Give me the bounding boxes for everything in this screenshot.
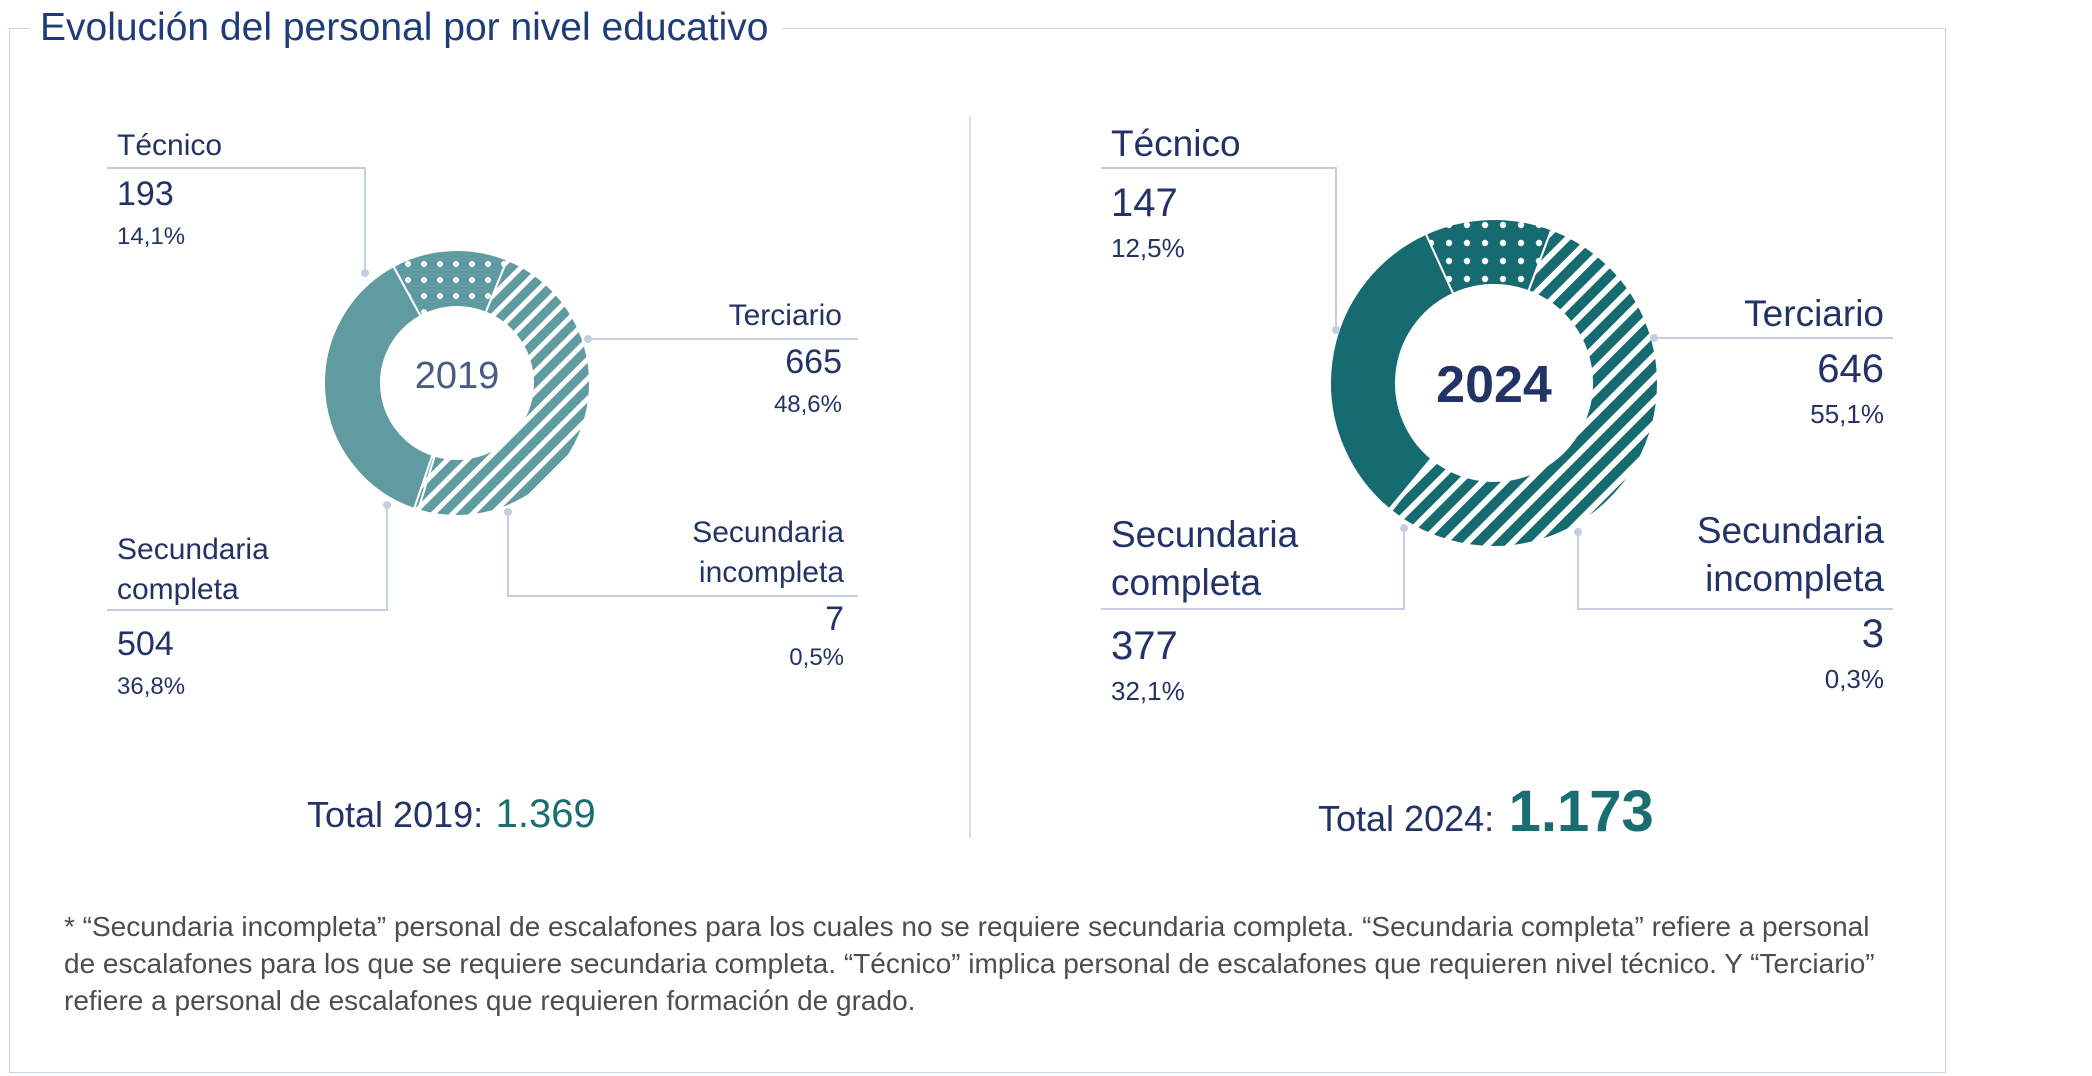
total-2024: Total 2024: 1.173 — [1318, 778, 1654, 845]
label-tecnico-2024: Técnico 147 12,5% — [1111, 123, 1241, 263]
label-sec-incompleta-2019: Secundaria incompleta 7 0,5% — [692, 516, 844, 671]
chart-frame — [9, 28, 1946, 1073]
total-2019-value: 1.369 — [495, 792, 596, 836]
label-terciario-2024: Terciario 646 55,1% — [1744, 293, 1884, 429]
donut-center-label-2019: 2019 — [414, 355, 500, 397]
label-sec-incompleta-2024: Secundaria incompleta 3 0,3% — [1696, 510, 1884, 694]
total-2024-label: Total 2024: — [1318, 798, 1495, 839]
total-2019: Total 2019: 1.369 — [307, 792, 596, 837]
label-sec-completa-2019: Secundaria completa 504 36,8% — [117, 533, 269, 700]
panel-divider — [969, 116, 971, 838]
chart-title: Evolución del personal por nivel educati… — [30, 0, 783, 56]
total-2019-label: Total 2019: — [307, 794, 484, 835]
slice-secundaria-completa-2024 — [1329, 232, 1455, 511]
total-2024-value: 1.173 — [1508, 779, 1654, 844]
donut-2019 — [323, 249, 591, 517]
footnote: * “Secundaria incompleta” personal de es… — [64, 911, 1875, 1016]
leader-dots-2019 — [361, 269, 592, 516]
donut-center-label-2024: 2024 — [1436, 356, 1552, 414]
slice-terciario-2019 — [416, 258, 591, 517]
donut-2024 — [1329, 218, 1659, 548]
leader-dots-2024 — [1332, 326, 1658, 536]
slice-secundaria-completa-2019 — [323, 264, 434, 511]
leader-lines-2019 — [107, 167, 858, 611]
label-terciario-2019: Terciario 665 48,6% — [728, 299, 842, 418]
label-sec-completa-2024: Secundaria completa 377 32,1% — [1111, 514, 1299, 706]
leader-lines-2024 — [1101, 167, 1893, 610]
slice-terciario-2024 — [1389, 228, 1659, 548]
label-tecnico-2019: Técnico 193 14,1% — [117, 129, 223, 250]
